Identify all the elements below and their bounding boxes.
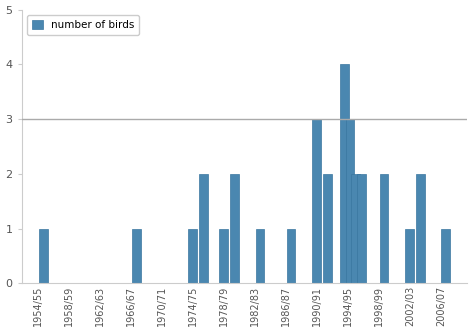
Bar: [230, 174, 239, 283]
Bar: [405, 228, 413, 283]
Bar: [340, 64, 349, 283]
Legend: number of birds: number of birds: [27, 15, 140, 35]
Bar: [188, 228, 197, 283]
Bar: [379, 174, 388, 283]
Bar: [256, 228, 264, 283]
Bar: [312, 119, 321, 283]
Bar: [287, 228, 295, 283]
Bar: [219, 228, 228, 283]
Bar: [346, 119, 354, 283]
Bar: [39, 228, 48, 283]
Bar: [357, 174, 366, 283]
Bar: [323, 174, 332, 283]
Bar: [441, 228, 450, 283]
Bar: [351, 174, 360, 283]
Bar: [200, 174, 208, 283]
Bar: [416, 174, 425, 283]
Bar: [132, 228, 140, 283]
